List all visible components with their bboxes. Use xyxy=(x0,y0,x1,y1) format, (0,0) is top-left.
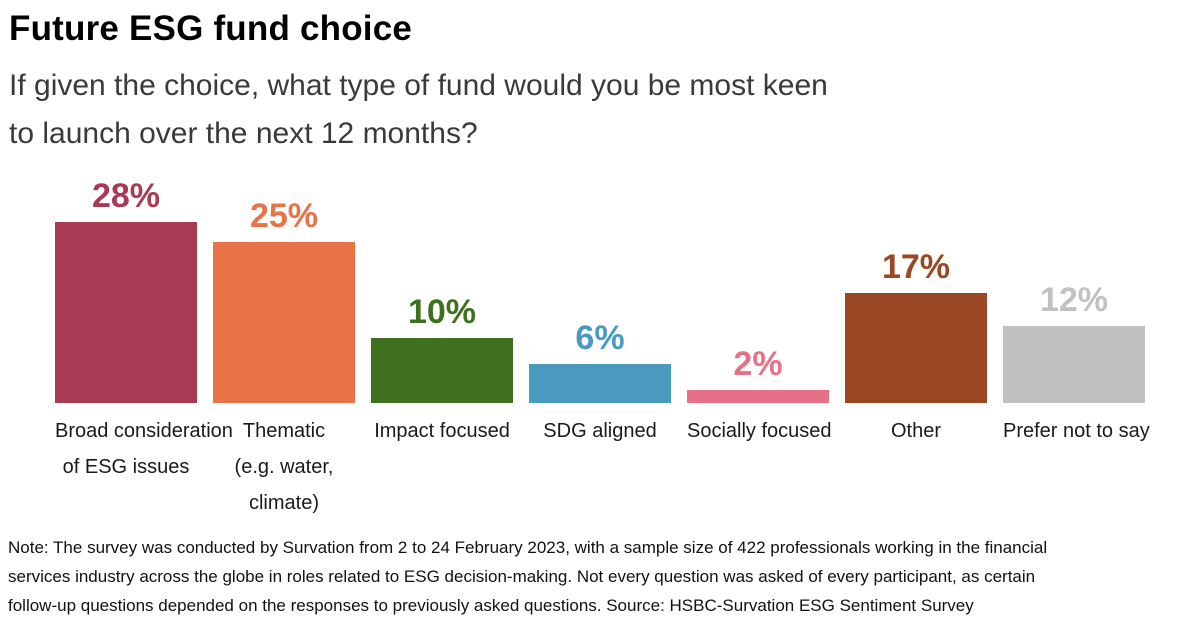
bar-column: 25% xyxy=(213,199,355,403)
footnote: Note: The survey was conducted by Survat… xyxy=(8,533,1200,620)
category-label: Impact focused xyxy=(371,413,513,449)
bar xyxy=(55,222,197,403)
bar-value-label: 25% xyxy=(249,197,319,235)
category-labels-row: Broad consideration of ESG issues Thematic… xyxy=(0,413,1200,521)
category-label: Prefer not to say xyxy=(1003,413,1150,449)
category-label-line: Prefer not to say xyxy=(1003,420,1150,442)
bar xyxy=(371,338,513,403)
bar xyxy=(529,364,671,403)
bar-value-label: 10% xyxy=(407,293,477,331)
chart-title: Future ESG fund choice xyxy=(9,9,413,48)
bar-column: 6% xyxy=(529,321,671,403)
bar-column: 28% xyxy=(55,179,197,403)
category-label-line: Broad consideration xyxy=(55,420,233,442)
category-label-line: Impact focused xyxy=(374,420,510,442)
category-label-line: climate) xyxy=(248,492,319,514)
category-label-line: of ESG issues xyxy=(62,456,190,478)
page: Future ESG fund choice If given the choi… xyxy=(0,8,1200,630)
bar-chart: 28% 25% 10% 6% 2% 17% 12% xyxy=(0,179,1200,403)
footnote-line-3: follow-up questions depended on the resp… xyxy=(8,596,974,615)
category-label-line: Thematic xyxy=(242,420,326,442)
category-label: Socially focused xyxy=(687,413,832,449)
chart-subtitle: If given the choice, what type of fund w… xyxy=(9,62,1200,158)
bar xyxy=(1003,326,1145,403)
footnote-line-1: Note: The survey was conducted by Survat… xyxy=(8,538,1048,557)
bar-column: 17% xyxy=(845,250,987,403)
bar-column: 12% xyxy=(1003,283,1145,403)
bar-column: 10% xyxy=(371,295,513,403)
bar-value-label: 28% xyxy=(91,177,161,215)
category-label: Broad consideration of ESG issues xyxy=(55,413,233,485)
bar-value-label: 2% xyxy=(733,345,783,383)
category-label: SDG aligned xyxy=(529,413,671,449)
category-label-line: SDG aligned xyxy=(543,420,657,442)
bar xyxy=(845,293,987,403)
bar-value-label: 17% xyxy=(881,248,951,286)
bar-value-label: 12% xyxy=(1039,281,1109,319)
category-label-line: (e.g. water, xyxy=(234,456,334,478)
bar-column: 2% xyxy=(687,347,829,403)
bar-value-label: 6% xyxy=(575,319,625,357)
bar xyxy=(687,390,829,403)
bar xyxy=(213,242,355,403)
chart-subtitle-line-1: If given the choice, what type of fund w… xyxy=(9,69,828,102)
chart-subtitle-line-2: to launch over the next 12 months? xyxy=(9,117,478,150)
category-label-line: Other xyxy=(890,420,942,442)
category-label: Other xyxy=(845,413,987,449)
category-label: Thematic (e.g. water, climate) xyxy=(213,413,355,521)
category-label-line: Socially focused xyxy=(687,420,832,442)
footnote-line-2: services industry across the globe in ro… xyxy=(8,567,1036,586)
